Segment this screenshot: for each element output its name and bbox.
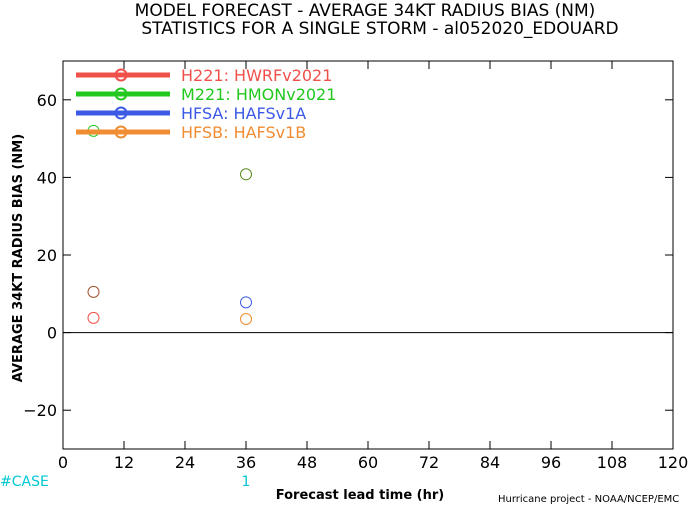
data-point bbox=[87, 285, 100, 298]
legend-label: HFSA: HAFSv1A bbox=[181, 104, 306, 123]
x-tick-label: 36 bbox=[236, 453, 256, 472]
x-tick-label: 120 bbox=[658, 453, 689, 472]
x-tick-label: 96 bbox=[541, 453, 561, 472]
y-tick-label: 40 bbox=[37, 168, 57, 187]
case-label: #CASE bbox=[0, 474, 49, 490]
legend-label: HFSB: HAFSv1B bbox=[181, 123, 306, 142]
x-tick-label: 108 bbox=[597, 453, 628, 472]
chart-title-line1: MODEL FORECAST - AVERAGE 34KT RADIUS BIA… bbox=[135, 1, 596, 21]
credit-text: Hurricane project - NOAA/NCEP/EMC bbox=[498, 494, 679, 505]
data-point bbox=[240, 168, 252, 181]
legend-marker bbox=[114, 87, 128, 101]
data-point bbox=[87, 311, 100, 324]
plot-frame bbox=[62, 60, 674, 450]
y-tick-label: 60 bbox=[37, 91, 57, 110]
x-tick-label: 60 bbox=[358, 453, 378, 472]
x-tick-label: 84 bbox=[480, 453, 500, 472]
legend-marker bbox=[114, 68, 128, 82]
y-tick-label: 20 bbox=[37, 246, 57, 265]
y-axis-label: AVERAGE 34KT RADIUS BIAS (NM) bbox=[11, 134, 26, 382]
legend-marker bbox=[114, 106, 128, 120]
x-tick-label: 24 bbox=[175, 453, 195, 472]
case-count: 1 bbox=[242, 474, 251, 490]
x-axis-label: Forecast lead time (hr) bbox=[276, 488, 444, 503]
data-point bbox=[240, 313, 252, 326]
x-tick-label: 0 bbox=[58, 453, 68, 472]
chart-title-line2: STATISTICS FOR A SINGLE STORM - al052020… bbox=[141, 19, 618, 39]
x-tick-label: 72 bbox=[419, 453, 439, 472]
ticks-layer: 0 12 24 36 48 60 72 84 96 108 120 −20 0 20 40 60 1 bbox=[23, 61, 688, 490]
x-tick-label: 12 bbox=[114, 453, 134, 472]
legend-marker bbox=[114, 125, 128, 139]
marks-layer bbox=[63, 124, 673, 334]
y-tick-label: 0 bbox=[47, 324, 57, 343]
legend-label: M221: HMONv2021 bbox=[181, 85, 336, 104]
data-point bbox=[240, 296, 252, 309]
x-tick-label: 48 bbox=[297, 453, 317, 472]
y-tick-label: −20 bbox=[23, 401, 57, 420]
legend-label: H221: HWRFv2021 bbox=[181, 66, 332, 85]
